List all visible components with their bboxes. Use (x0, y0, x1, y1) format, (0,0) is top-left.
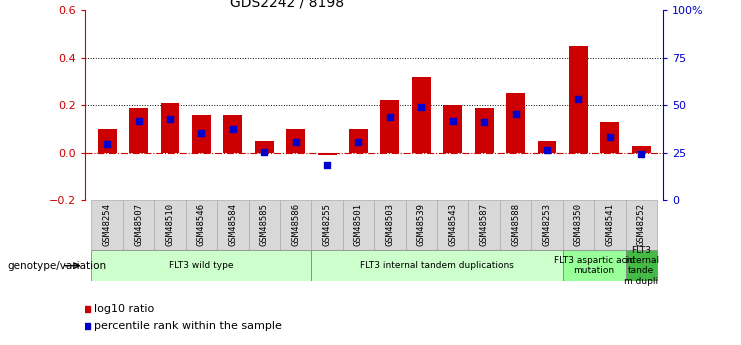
Bar (129, 108, 148, 152)
Text: FLT3
internal
tande
m dupli: FLT3 internal tande m dupli (624, 246, 659, 286)
Bar (625, 200, 657, 250)
Text: GSM48255: GSM48255 (322, 203, 331, 246)
Bar (405, 200, 437, 250)
Bar (154, 200, 186, 250)
Bar (286, 129, 305, 152)
Text: genotype/variation: genotype/variation (7, 261, 107, 270)
Point (416, 104, 428, 110)
Bar (475, 108, 494, 152)
Bar (255, 141, 273, 152)
Bar (186, 200, 217, 250)
Bar (161, 103, 179, 152)
Text: GSM48541: GSM48541 (605, 203, 614, 246)
Bar (311, 200, 343, 250)
Text: FLT3 internal tandem duplications: FLT3 internal tandem duplications (360, 261, 514, 270)
Text: GSM48546: GSM48546 (197, 203, 206, 246)
Point (541, 147, 553, 152)
Bar (248, 200, 280, 250)
Text: FLT3 aspartic acid
mutation: FLT3 aspartic acid mutation (554, 256, 634, 275)
Bar (318, 152, 336, 155)
Text: GSM48253: GSM48253 (542, 203, 551, 246)
Point (321, 162, 333, 168)
Bar (91, 200, 123, 250)
Point (133, 119, 144, 124)
Text: log10 ratio: log10 ratio (95, 304, 155, 314)
Point (573, 96, 585, 101)
Text: GSM48510: GSM48510 (165, 203, 175, 246)
Bar (224, 115, 242, 152)
Text: GSM48588: GSM48588 (511, 203, 520, 246)
Point (478, 120, 490, 125)
Point (102, 141, 113, 147)
Bar (569, 46, 588, 152)
Point (384, 114, 396, 119)
Bar (443, 105, 462, 152)
Point (227, 126, 239, 132)
Bar (625, 250, 657, 281)
Bar (280, 200, 311, 250)
Text: GSM48254: GSM48254 (103, 203, 112, 246)
Text: GSM48503: GSM48503 (385, 203, 394, 246)
Point (196, 130, 207, 136)
Bar (506, 93, 525, 152)
Text: percentile rank within the sample: percentile rank within the sample (95, 321, 282, 331)
Point (164, 117, 176, 122)
Text: GSM48584: GSM48584 (228, 203, 237, 246)
Text: GSM48543: GSM48543 (448, 203, 457, 246)
Point (510, 111, 522, 117)
Bar (600, 122, 619, 152)
Text: GSM48587: GSM48587 (479, 203, 488, 246)
Bar (217, 200, 248, 250)
Point (635, 151, 647, 156)
Point (447, 119, 459, 124)
Text: GSM48350: GSM48350 (574, 203, 583, 246)
Bar (349, 129, 368, 152)
Bar (562, 250, 625, 281)
Text: GSM48585: GSM48585 (260, 203, 269, 246)
Point (259, 149, 270, 155)
Title: GDS2242 / 8198: GDS2242 / 8198 (230, 0, 345, 9)
Bar (500, 200, 531, 250)
Bar (91, 250, 311, 281)
Bar (311, 250, 562, 281)
Bar (437, 200, 468, 250)
Bar (562, 200, 594, 250)
Bar (374, 200, 405, 250)
Bar (123, 200, 154, 250)
Bar (594, 200, 625, 250)
Bar (412, 77, 431, 152)
Bar (537, 141, 556, 152)
Point (353, 139, 365, 145)
Point (604, 134, 616, 139)
Bar (380, 100, 399, 152)
Point (290, 139, 302, 145)
Text: GSM48539: GSM48539 (417, 203, 426, 246)
Text: GSM48507: GSM48507 (134, 203, 143, 246)
Text: FLT3 wild type: FLT3 wild type (169, 261, 233, 270)
Bar (468, 200, 500, 250)
Text: GSM48501: GSM48501 (354, 203, 363, 246)
Bar (632, 146, 651, 152)
Text: GSM48252: GSM48252 (637, 203, 645, 246)
Text: GSM48586: GSM48586 (291, 203, 300, 246)
Bar (192, 115, 211, 152)
Bar (98, 129, 116, 152)
Bar (343, 200, 374, 250)
Bar (531, 200, 562, 250)
